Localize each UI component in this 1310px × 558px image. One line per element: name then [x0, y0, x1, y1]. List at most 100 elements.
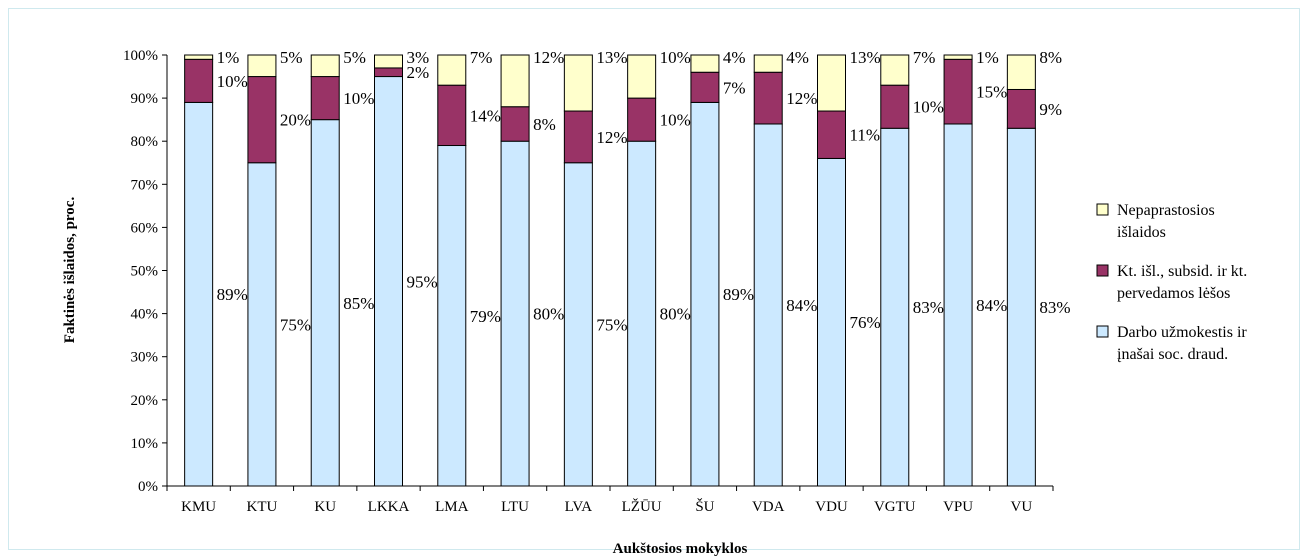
bar-segment [817, 157, 846, 487]
bar-segment [184, 58, 214, 103]
data-label: 13% [850, 48, 881, 67]
data-label: 1% [217, 48, 240, 67]
bar-segment [374, 76, 403, 487]
data-label: 95% [407, 272, 438, 291]
data-label: 76% [850, 313, 881, 332]
legend-swatch [1096, 325, 1109, 338]
bar-segment [880, 54, 910, 86]
data-label: 10% [660, 111, 691, 130]
bar-segment [374, 54, 403, 69]
y-tick-label: 20% [131, 393, 159, 409]
data-label: 8% [533, 115, 556, 134]
legend-label: Kt. išl., subsid. ir kt. [1117, 263, 1247, 280]
bars-group [184, 54, 1036, 487]
data-label: 10% [913, 98, 944, 117]
data-labels-group: 89% 10% 1% 75% 20% 5% 85% 10% 5% 95% 2%3% 79% 14% 7% 8… [217, 48, 1071, 334]
data-label: 13% [596, 48, 627, 67]
data-label: 83% [1039, 298, 1070, 317]
data-label: 3% [407, 48, 430, 67]
bar-segment [817, 110, 846, 159]
x-tick-label: VDU [815, 499, 848, 515]
bar-segment [437, 54, 467, 86]
bar-segment [943, 123, 973, 487]
bar-segment [310, 76, 340, 121]
data-label: 5% [343, 48, 366, 67]
data-label: 15% [976, 83, 1007, 102]
data-label: 89% [723, 285, 754, 304]
data-label: 8% [1039, 48, 1062, 67]
y-tick-label: 40% [131, 307, 159, 323]
bar-segment [184, 54, 214, 60]
legend-swatch [1096, 264, 1109, 277]
axes-group: 0% 10% 20% 30% 40% 50% 60% 70% 80% 90% 100% KMU KTU K… [123, 48, 1054, 515]
y-tick-label: 60% [131, 220, 159, 236]
x-tick-label: VU [1011, 499, 1033, 515]
data-label: 4% [786, 48, 809, 67]
bar-segment [184, 101, 214, 487]
bar-segment [437, 145, 467, 487]
bar-segment [247, 54, 277, 78]
bar-segment [310, 54, 340, 78]
bar-segment [690, 54, 720, 73]
bar-segment [247, 162, 277, 487]
data-label: 84% [976, 296, 1007, 315]
bar-segment [943, 54, 973, 60]
x-tick-label: VGTU [874, 499, 916, 515]
bar-segment [627, 140, 657, 487]
data-label: 5% [280, 48, 303, 67]
x-axis-title: Aukštosios mokyklos [613, 541, 748, 557]
bar-segment [753, 54, 783, 73]
data-label: 83% [913, 298, 944, 317]
x-tick-label: KTU [247, 499, 278, 515]
bar-segment [500, 140, 530, 487]
bar-segment [374, 67, 403, 78]
data-label: 79% [470, 307, 501, 326]
legend-label: Darbo užmokestis ir [1117, 324, 1247, 341]
bar-segment [563, 54, 593, 112]
data-label: 9% [1039, 100, 1062, 119]
bar-segment [563, 110, 593, 164]
bar-segment [500, 54, 530, 108]
data-label: 89% [217, 285, 248, 304]
bar-segment [690, 71, 720, 103]
bar-segment [247, 76, 277, 164]
x-tick-label: KMU [181, 499, 216, 515]
data-label: 10% [217, 72, 248, 91]
x-tick-label: LŽŪU [622, 498, 662, 515]
y-tick-label: 90% [131, 91, 159, 107]
y-tick-label: 0% [138, 479, 158, 495]
legend-swatch [1096, 203, 1109, 216]
x-tick-label: ŠU [695, 498, 714, 515]
x-tick-label: LTU [501, 499, 529, 515]
bar-segment [817, 54, 846, 112]
data-label: 80% [660, 305, 691, 324]
x-tick-label: LKKA [368, 499, 410, 515]
data-label: 11% [850, 126, 881, 145]
data-label: 7% [913, 48, 936, 67]
bar-segment [563, 162, 593, 487]
y-axis-title: Faktinės išlaidos, proc. [62, 197, 78, 344]
data-label: 10% [660, 48, 691, 67]
bar-segment [690, 101, 720, 487]
data-label: 12% [786, 89, 817, 108]
data-label: 80% [533, 305, 564, 324]
data-label: 14% [470, 106, 501, 125]
bar-segment [627, 97, 657, 142]
y-tick-label: 30% [131, 350, 159, 366]
x-tick-label: LMA [435, 499, 469, 515]
data-label: 1% [976, 48, 999, 67]
legend-label: Nepaprastosios [1117, 202, 1215, 219]
y-tick-label: 50% [131, 264, 159, 280]
data-label: 4% [723, 48, 746, 67]
y-tick-label: 70% [131, 177, 159, 193]
legend-label: įnašai soc. draud. [1117, 346, 1228, 363]
data-label: 75% [280, 315, 311, 334]
x-tick-label: KU [314, 499, 336, 515]
bar-segment [1006, 54, 1036, 90]
y-tick-label: 100% [123, 48, 158, 64]
data-label: 84% [786, 296, 817, 315]
data-label: 2% [407, 63, 430, 82]
bar-segment [943, 58, 973, 125]
bar-segment [310, 119, 340, 487]
